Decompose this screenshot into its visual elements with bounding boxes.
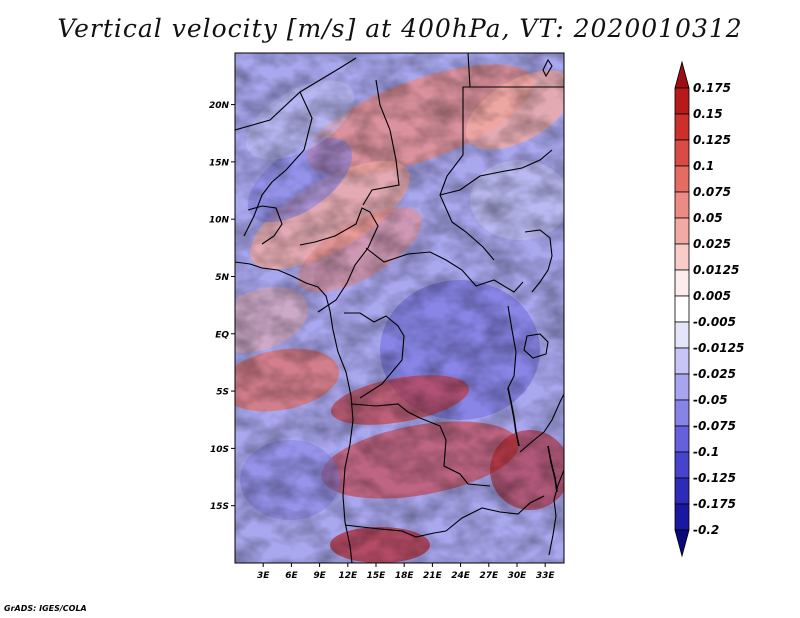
border-ethiopia <box>524 229 553 293</box>
border-car <box>365 247 524 293</box>
colorbar-label: -0.005 <box>693 315 736 329</box>
colorbar-label: -0.125 <box>693 471 736 485</box>
colorbar-label: 0.0125 <box>693 263 739 277</box>
colorbar-swatch <box>674 243 690 271</box>
nile-region-border <box>542 58 553 78</box>
colorbar-label: -0.0125 <box>693 341 744 355</box>
lake-tanganyika <box>507 387 520 447</box>
border-angola-namibia <box>344 524 447 538</box>
map-frame <box>234 52 565 564</box>
colorbar-label: -0.05 <box>693 393 728 407</box>
lon-tick-label: 24E <box>451 571 471 581</box>
colorbar-label: 0.15 <box>693 107 723 121</box>
border-congo-drc <box>344 312 405 399</box>
border-libya-sudan <box>439 53 495 261</box>
lat-tick-label: 15N <box>209 158 230 168</box>
lon-tick-label: 18E <box>395 571 415 581</box>
lake-victoria <box>523 333 549 359</box>
latitude-axis: 20N 15N 10N 5N EQ 5S 10S 15S <box>209 101 235 512</box>
east-africa-coastline <box>548 469 564 556</box>
colorbar-label: -0.175 <box>693 497 736 511</box>
lat-tick-label: 10S <box>210 445 229 455</box>
border-drc-angola <box>351 403 491 487</box>
colorbar-swatch <box>674 295 690 323</box>
border-sudan-south <box>439 149 553 196</box>
colorbar-swatch <box>674 503 690 531</box>
colorbar-label: 0.125 <box>693 133 731 147</box>
colorbar-swatch <box>674 373 690 401</box>
colorbar-swatch <box>674 451 690 479</box>
border-mozambique <box>519 393 564 453</box>
colorbar-swatch <box>674 113 690 141</box>
border-drc-east <box>507 305 517 389</box>
lon-tick-label: 27E <box>479 571 499 581</box>
country-borders <box>235 53 564 563</box>
colorbar-label: -0.1 <box>693 445 719 459</box>
lon-tick-label: 6E <box>285 571 298 581</box>
colorbar-label: 0.1 <box>693 159 714 173</box>
colorbar-label: -0.025 <box>693 367 736 381</box>
field-texture <box>235 53 564 563</box>
colorbar-swatch <box>674 321 690 349</box>
colorbar-label: 0.005 <box>693 289 731 303</box>
colorbar-swatch <box>674 529 690 558</box>
lake-malawi <box>547 445 558 493</box>
colorbar-swatch <box>674 217 690 245</box>
colorbar-swatch <box>674 399 690 427</box>
colorbar-swatch <box>674 425 690 453</box>
colorbar-swatch <box>674 191 690 219</box>
colorbar-label: 0.05 <box>693 211 723 225</box>
colorbar-swatch <box>674 165 690 193</box>
lon-tick-label: 30E <box>508 571 528 581</box>
lat-tick-label: EQ <box>215 330 229 340</box>
colorbar-label: -0.075 <box>693 419 736 433</box>
colorbar-label: -0.2 <box>693 523 719 537</box>
colorbar-swatch <box>674 139 690 167</box>
colorbar-swatch <box>674 60 690 89</box>
colorbar-swatch <box>674 477 690 505</box>
border-mali-niger <box>243 91 313 237</box>
longitude-axis: 3E 6E 9E 12E 15E 18E 21E 24E 27E 30E 33E <box>257 563 555 581</box>
colorbar-label: 0.175 <box>693 81 731 95</box>
lat-tick-label: 15S <box>210 502 229 512</box>
border-nigeria-cameroon <box>299 207 379 313</box>
lon-tick-label: 21E <box>423 571 443 581</box>
page-title: Vertical velocity [m/s] at 400hPa, VT: 2… <box>57 14 743 43</box>
colorbar-swatch <box>674 347 690 375</box>
lat-tick-label: 5N <box>215 273 229 283</box>
colorbar-label: 0.075 <box>693 185 731 199</box>
lat-tick-label: 20N <box>209 101 230 111</box>
credit-label: GrADS: IGES/COLA <box>4 604 87 613</box>
border-zambia-south <box>445 495 545 532</box>
lon-tick-label: 33E <box>536 571 556 581</box>
lon-tick-label: 15E <box>367 571 387 581</box>
border-burkina <box>247 205 283 245</box>
colorbar-label: 0.025 <box>693 237 731 251</box>
west-africa-coastline <box>235 261 354 563</box>
lon-tick-label: 3E <box>257 571 270 581</box>
colorbar: 0.175 0.15 0.125 0.1 0.075 0.05 0.025 0.0125 0.0… <box>674 60 744 558</box>
lat-tick-label: 5S <box>216 388 229 398</box>
lon-tick-label: 9E <box>313 571 326 581</box>
border-niger-chad <box>362 79 400 206</box>
colorbar-swatch <box>674 269 690 297</box>
lat-tick-label: 10N <box>209 216 230 226</box>
colorbar-swatch <box>674 87 690 115</box>
lon-tick-label: 12E <box>338 571 358 581</box>
map-panel <box>235 53 564 563</box>
